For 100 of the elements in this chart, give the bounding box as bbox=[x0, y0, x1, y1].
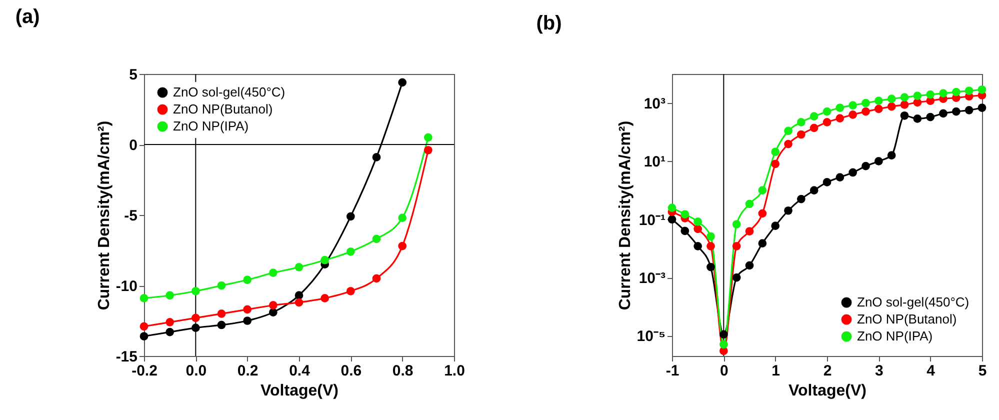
point bbox=[732, 220, 741, 228]
point bbox=[939, 109, 948, 118]
point bbox=[836, 104, 844, 112]
point bbox=[784, 206, 792, 215]
point bbox=[268, 301, 278, 310]
x-axis-title: Voltage(V) bbox=[788, 382, 866, 400]
point bbox=[217, 310, 226, 318]
point bbox=[771, 222, 780, 230]
point bbox=[346, 212, 355, 221]
point bbox=[398, 242, 407, 250]
point bbox=[822, 118, 832, 126]
point bbox=[166, 318, 174, 326]
point bbox=[952, 107, 960, 116]
point bbox=[745, 227, 754, 236]
point bbox=[217, 281, 226, 290]
y-tick-label: 5 bbox=[129, 66, 138, 84]
point bbox=[796, 130, 806, 139]
point bbox=[191, 324, 200, 332]
x-tick-label: 0.8 bbox=[392, 362, 414, 380]
point bbox=[680, 210, 690, 218]
point bbox=[424, 133, 432, 142]
x-tick-label: 0.0 bbox=[186, 362, 207, 380]
point bbox=[243, 305, 252, 314]
chart-title: (b) bbox=[536, 12, 562, 34]
y-axis-title: Current Density(mA/cm²) bbox=[96, 120, 113, 310]
point bbox=[268, 308, 278, 316]
point bbox=[926, 112, 935, 122]
point bbox=[217, 320, 226, 330]
point bbox=[836, 114, 844, 122]
point bbox=[848, 110, 858, 119]
x-axis-title: Voltage(V) bbox=[260, 382, 338, 400]
point bbox=[913, 114, 922, 123]
x-tick-label: 0.6 bbox=[340, 362, 362, 380]
point bbox=[784, 126, 792, 136]
point bbox=[694, 224, 702, 234]
point bbox=[978, 104, 986, 112]
x-tick-label: 0.4 bbox=[289, 362, 311, 380]
x-tick-label: 5 bbox=[978, 362, 987, 380]
point bbox=[810, 186, 818, 194]
point bbox=[745, 261, 754, 270]
legend-label: ZnO NP(IPA) bbox=[857, 328, 933, 344]
point bbox=[320, 256, 330, 264]
y-tick-label: -10 bbox=[116, 278, 138, 295]
point bbox=[900, 100, 909, 109]
point bbox=[848, 101, 858, 110]
point bbox=[810, 124, 818, 132]
point bbox=[964, 86, 974, 95]
legend-label: ZnO NP(IPA) bbox=[173, 118, 249, 134]
point bbox=[706, 262, 715, 272]
point bbox=[836, 173, 844, 182]
point bbox=[140, 322, 148, 331]
point bbox=[862, 107, 870, 116]
point bbox=[796, 118, 806, 126]
point bbox=[372, 274, 381, 283]
point bbox=[166, 291, 174, 300]
point bbox=[887, 102, 896, 111]
point bbox=[939, 89, 948, 98]
point bbox=[771, 160, 780, 168]
point bbox=[243, 316, 252, 325]
point bbox=[294, 262, 304, 272]
point bbox=[372, 153, 381, 162]
point bbox=[978, 85, 986, 94]
x-tick-label: 4 bbox=[926, 362, 936, 380]
point bbox=[694, 242, 702, 250]
point bbox=[140, 332, 148, 340]
point bbox=[796, 194, 806, 204]
chart-title: (a) bbox=[15, 6, 40, 28]
x-tick-label: 0.2 bbox=[237, 362, 258, 380]
point bbox=[668, 204, 676, 212]
point bbox=[191, 314, 200, 322]
y-tick-label: 10⁻³ bbox=[638, 270, 666, 288]
point bbox=[758, 239, 767, 248]
point bbox=[719, 340, 728, 349]
x-tick-label: 2 bbox=[823, 362, 832, 380]
point bbox=[964, 106, 974, 114]
point bbox=[900, 93, 909, 102]
y-tick-label: 10³ bbox=[644, 96, 666, 113]
point bbox=[732, 273, 741, 282]
x-tick-label: -0.2 bbox=[132, 362, 158, 380]
point bbox=[784, 140, 792, 148]
point bbox=[719, 330, 728, 339]
point bbox=[320, 294, 330, 302]
point bbox=[294, 291, 304, 300]
point bbox=[822, 178, 832, 186]
y-tick-label: 10¹ bbox=[644, 154, 666, 171]
point bbox=[372, 234, 381, 244]
y-tick-label: 10⁻⁵ bbox=[636, 328, 666, 346]
point bbox=[874, 157, 883, 166]
point bbox=[874, 96, 883, 105]
y-tick-label: -15 bbox=[116, 348, 138, 366]
point bbox=[268, 268, 278, 277]
point bbox=[191, 286, 200, 296]
x-tick-label: 0 bbox=[720, 362, 728, 380]
legend-label: ZnO sol-gel(450°C) bbox=[857, 294, 970, 310]
point bbox=[346, 286, 355, 296]
point bbox=[758, 209, 767, 218]
point bbox=[668, 215, 676, 224]
point bbox=[294, 298, 304, 307]
point bbox=[140, 294, 148, 302]
legend-label: ZnO NP(Butanol) bbox=[857, 312, 957, 326]
